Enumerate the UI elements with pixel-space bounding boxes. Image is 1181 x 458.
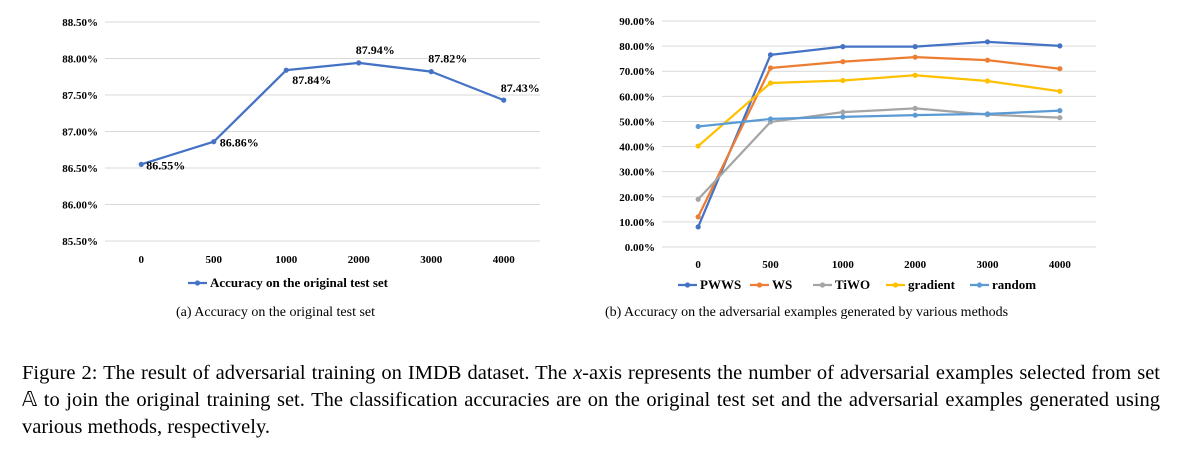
caption-axis-var: x: [573, 362, 583, 384]
b-data-point-gradient: [695, 143, 701, 149]
b-series-line-gradient: [697, 74, 1060, 147]
b-legend-label: random: [992, 277, 1036, 292]
a-data-point: [501, 97, 507, 103]
a-x-tick-label: 500: [206, 254, 223, 266]
b-legend-label: PWWS: [700, 277, 741, 292]
b-legend-marker: [684, 282, 691, 288]
a-y-tick-label: 87.50%: [62, 90, 98, 102]
caption-set-symbol: 𝔸: [22, 389, 38, 411]
b-data-point-pwws: [912, 44, 918, 50]
b-data-point-random: [695, 123, 701, 130]
b-data-point-random: [1057, 108, 1063, 114]
b-data-point-random: [767, 116, 774, 122]
b-data-point-gradient: [984, 78, 991, 84]
b-data-point-pwws: [840, 44, 846, 50]
b-legend-label: TiWO: [835, 277, 870, 292]
b-x-tick-label: 1000: [832, 259, 855, 271]
caption-suffix: to join the original training set. The c…: [22, 389, 1160, 438]
b-series-line-ws: [697, 56, 1060, 218]
a-legend-marker: [194, 280, 201, 286]
a-legend-label: Accuracy on the original test set: [210, 275, 389, 290]
b-series-line-random: [698, 109, 1060, 128]
b-y-tick-label: 70.00%: [619, 66, 655, 78]
a-data-point: [138, 161, 144, 167]
b-data-point-ws: [1057, 66, 1063, 72]
caption-prefix: Figure 2: The result of adversarial trai…: [22, 362, 574, 384]
a-data-label: 87.43%: [501, 81, 540, 95]
caption-middle: -axis represents the number of adversari…: [582, 362, 1161, 384]
a-y-tick-label: 88.00%: [62, 54, 98, 66]
b-y-tick-label: 20.00%: [619, 192, 655, 204]
figure-caption: Figure 2: The result of adversarial trai…: [22, 360, 1160, 441]
b-legend-marker: [819, 282, 826, 288]
a-x-tick-label: 0: [139, 254, 145, 266]
b-data-point-gradient: [767, 80, 774, 86]
b-y-tick-label: 50.00%: [619, 116, 655, 128]
a-x-tick-label: 2000: [348, 254, 371, 266]
b-series-line-pwws: [697, 40, 1060, 228]
a-y-tick-label: 88.50%: [62, 17, 98, 29]
a-x-tick-label: 3000: [420, 254, 443, 266]
b-y-tick-label: 10.00%: [619, 217, 655, 229]
a-data-label: 87.84%: [292, 73, 331, 87]
subcaption-a: (a) Accuracy on the original test set: [176, 305, 376, 320]
b-data-point-random: [984, 111, 991, 117]
b-data-point-gradient: [912, 72, 918, 78]
a-series-line: [140, 61, 505, 166]
b-data-point-tiwo: [695, 196, 701, 202]
b-x-tick-label: 500: [762, 259, 779, 271]
b-data-point-tiwo: [840, 109, 846, 115]
b-legend-label: gradient: [908, 277, 956, 292]
b-y-tick-label: 60.00%: [619, 91, 655, 103]
a-x-tick-label: 4000: [493, 254, 516, 266]
subcaption-b: (b) Accuracy on the adversarial examples…: [605, 305, 1009, 320]
b-data-point-random: [840, 114, 846, 120]
a-y-tick-label: 85.50%: [62, 236, 98, 248]
figure-charts: 85.50% 86.00% 86.50% 87.00% 87.50% 88.00% 88.5…: [62, 16, 1096, 292]
b-data-point-ws: [695, 214, 701, 220]
b-data-point-tiwo: [912, 105, 918, 111]
b-data-point-pwws: [695, 224, 701, 230]
a-data-point: [211, 139, 217, 145]
b-legend-marker: [892, 282, 899, 288]
b-x-tick-label: 0: [695, 259, 701, 271]
b-data-point-random: [912, 112, 918, 118]
b-data-point-ws: [840, 59, 846, 65]
b-x-tick-label: 2000: [904, 259, 927, 271]
b-y-tick-label: 0.00%: [625, 242, 655, 254]
a-data-point: [283, 67, 289, 73]
b-y-tick-label: 80.00%: [619, 41, 655, 53]
b-series-line-tiwo: [697, 107, 1060, 201]
a-data-point: [356, 60, 362, 66]
a-data-label: 86.55%: [146, 158, 185, 172]
b-data-point-pwws: [1057, 43, 1063, 49]
b-legend-label: WS: [772, 277, 792, 292]
b-x-tick-label: 4000: [1049, 259, 1072, 271]
b-data-point-pwws: [767, 52, 774, 58]
b-data-point-pwws: [984, 39, 991, 45]
b-legend-marker: [756, 282, 763, 288]
b-y-tick-label: 40.00%: [619, 142, 655, 154]
a-data-label: 87.82%: [428, 52, 467, 66]
b-data-point-ws: [767, 65, 774, 71]
b-y-tick-label: 30.00%: [619, 167, 655, 179]
b-data-point-ws: [912, 54, 918, 60]
b-legend-marker: [976, 282, 983, 288]
b-x-tick-label: 3000: [977, 259, 1000, 271]
a-data-point: [428, 69, 434, 75]
b-data-point-tiwo: [1057, 115, 1063, 121]
b-data-point-gradient: [1057, 88, 1063, 94]
a-data-label: 86.86%: [220, 136, 259, 150]
b-y-tick-label: 90.00%: [619, 16, 655, 28]
a-x-tick-label: 1000: [275, 254, 298, 266]
a-data-label: 87.94%: [356, 43, 395, 57]
a-y-tick-label: 87.00%: [62, 127, 98, 139]
b-data-point-ws: [984, 57, 991, 63]
a-y-tick-label: 86.50%: [62, 163, 98, 175]
a-y-tick-label: 86.00%: [62, 200, 98, 212]
b-data-point-gradient: [840, 77, 846, 84]
